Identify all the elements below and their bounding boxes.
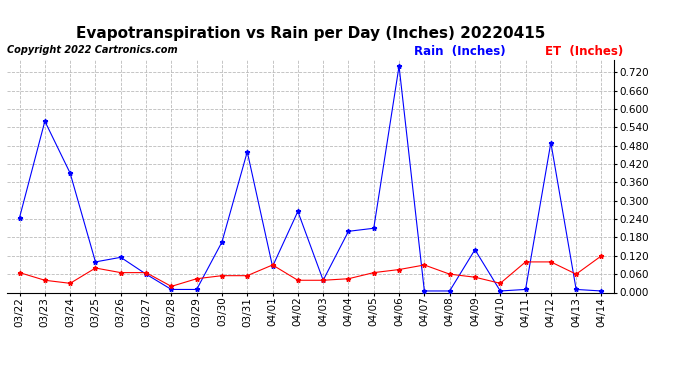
Text: Copyright 2022 Cartronics.com: Copyright 2022 Cartronics.com xyxy=(7,45,177,55)
Text: Rain  (Inches): Rain (Inches) xyxy=(414,45,506,58)
Text: Evapotranspiration vs Rain per Day (Inches) 20220415: Evapotranspiration vs Rain per Day (Inch… xyxy=(76,26,545,41)
Text: ET  (Inches): ET (Inches) xyxy=(545,45,623,58)
